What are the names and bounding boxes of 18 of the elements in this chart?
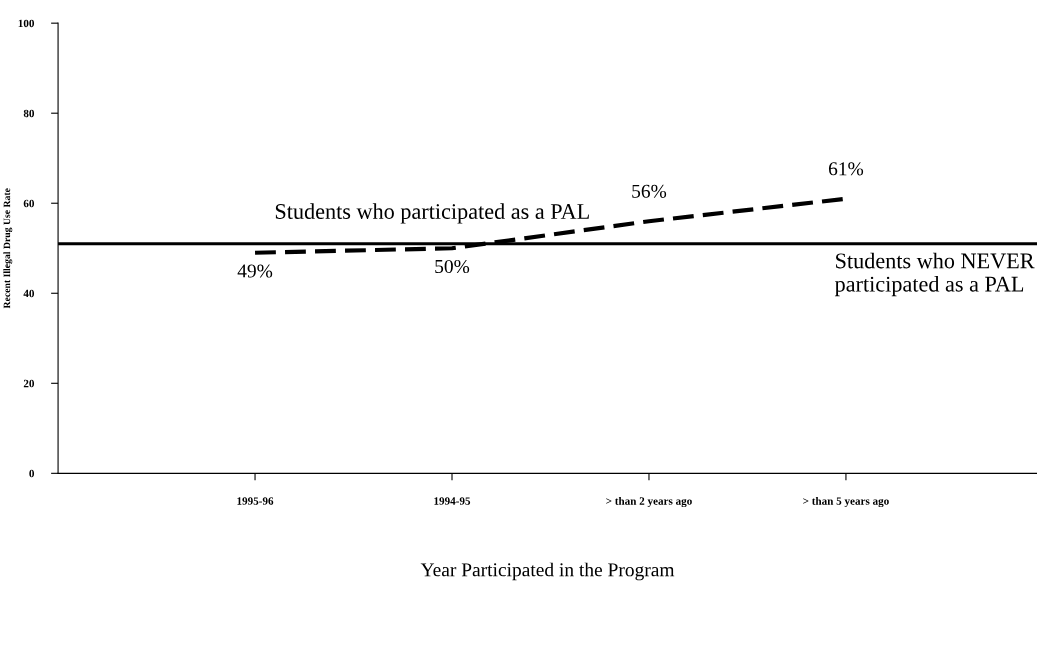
x-tick-label: > than 5 years ago: [803, 496, 889, 508]
data-label: 56%: [632, 184, 667, 198]
data-label: 61%: [828, 162, 864, 176]
y-tick-label: 40: [23, 289, 35, 298]
y-tick-label: 80: [23, 109, 35, 118]
x-tick-label: > than 2 years ago: [606, 496, 692, 508]
x-tick-label: 1995-96: [237, 497, 274, 505]
y-tick-label: 0: [29, 469, 35, 478]
data-label: 50%: [435, 259, 470, 274]
y-axis-title: Recent Illegal Drug Use Rate: [3, 188, 13, 309]
x-tick-label: 1994-95: [434, 497, 471, 505]
y-tick-label: 60: [23, 199, 35, 208]
ref-line-label: Students who NEVER participated as a PAL: [834, 252, 1035, 297]
y-tick-label: 100: [18, 19, 35, 28]
data-label: 49%: [237, 264, 273, 278]
series-label: Students who participated as a PAL: [275, 203, 589, 224]
y-tick-label: 20: [23, 379, 35, 388]
x-axis-title: Year Participated in the Program: [420, 562, 675, 581]
